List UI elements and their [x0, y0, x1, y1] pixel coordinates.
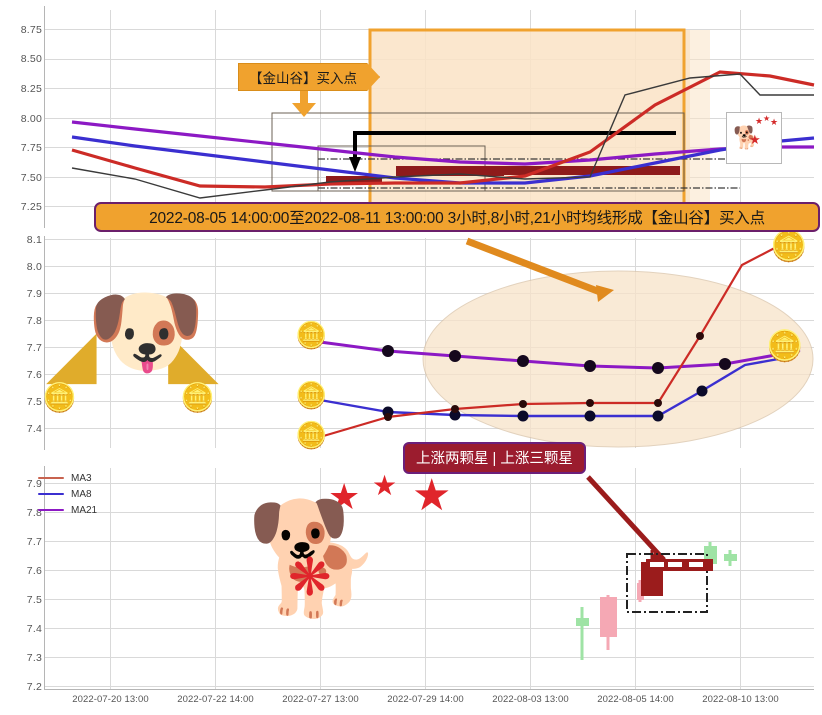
- ytick-top-5: 7.50: [20, 172, 42, 184]
- legend-swatch-ma3: [38, 476, 64, 480]
- gold-ingot-icon: 🪙: [180, 382, 215, 413]
- red-star-icon: ★: [770, 117, 779, 127]
- legend-item-ma21[interactable]: MA21: [38, 502, 97, 518]
- jinshangu-banner[interactable]: 2022-08-05 14:00:00至2022-08-11 13:00:00 …: [94, 202, 820, 232]
- ytick-top-6: 7.25: [20, 201, 42, 213]
- ytick-mid-3: 7.8: [26, 315, 42, 327]
- three-star-indicator: [646, 559, 713, 571]
- bottom-panel-svg: [44, 466, 814, 690]
- legend-label-ma8: MA8: [71, 488, 92, 500]
- gold-ingot-icon: 🪙: [770, 230, 808, 263]
- ytick-mid-5: 7.6: [26, 369, 42, 381]
- dog-with-red-stars-image: 🐕: [733, 125, 761, 150]
- ytick-bot-6: 7.3: [26, 652, 42, 664]
- red-star-icon: ★: [328, 476, 361, 517]
- gold-ingot-icon: 🪙: [766, 330, 804, 363]
- jinshangu-tag-label: 【金山谷】买入点: [249, 71, 357, 86]
- ytick-bot-0: 7.9: [26, 478, 42, 490]
- gold-ingot-icon: 🪙: [42, 382, 77, 413]
- red-star-bouquet-icon: ❋: [288, 549, 332, 607]
- xtick-5: 2022-08-05 14:00: [597, 694, 674, 705]
- legend-label-ma3: MA3: [71, 472, 92, 484]
- ytick-bot-7: 7.2: [26, 681, 42, 693]
- ytick-mid-6: 7.5: [26, 396, 42, 408]
- star-pattern-tag[interactable]: 上涨两颗星 | 上涨三颗星: [403, 442, 586, 474]
- ytick-mid-1: 8.0: [26, 261, 42, 273]
- ytick-top-4: 7.75: [20, 142, 42, 154]
- xtick-6: 2022-08-10 13:00: [702, 694, 779, 705]
- xtick-1: 2022-07-22 14:00: [177, 694, 254, 705]
- legend-label-ma21: MA21: [71, 504, 98, 516]
- middle-panel-svg: [44, 236, 814, 450]
- ma21-markers: [382, 345, 731, 374]
- red-star-icon: ★: [749, 132, 761, 147]
- series-ma3-top: [71, 70, 815, 189]
- xtick-0: 2022-07-20 13:00: [72, 694, 149, 705]
- ma-legend: MA3 MA8 MA21: [38, 470, 97, 518]
- dog-with-red-stars-image: 🐕: [246, 497, 383, 620]
- xtick-4: 2022-08-03 13:00: [492, 694, 569, 705]
- series-price-top: [71, 73, 814, 199]
- xtick-2: 2022-07-27 13:00: [282, 694, 359, 705]
- red-star-icon: ★: [372, 470, 398, 501]
- orange-pointer-arrow-icon: [465, 237, 614, 302]
- orange-down-arrow-icon: [292, 88, 316, 117]
- star-tag-label: 上涨两颗星 | 上涨三颗星: [416, 451, 573, 467]
- banner-text: 2022-08-05 14:00:00至2022-08-11 13:00:00 …: [149, 210, 765, 227]
- gold-pyramid-icon: ◣: [168, 316, 219, 390]
- legend-item-ma3[interactable]: MA3: [38, 470, 97, 486]
- bottom-candlestick-panel: 7.9 7.8 7.7 7.6 7.5 7.4 7.3 7.2: [0, 454, 822, 705]
- dog-and-stars-thumbnail-card[interactable]: ★ ★ ★ 🐕 ★: [726, 112, 782, 164]
- gold-pyramid-icon: ◢: [46, 316, 97, 390]
- legend-item-ma8[interactable]: MA8: [38, 486, 97, 502]
- ytick-top-1: 8.50: [20, 53, 42, 65]
- ytick-top-2: 8.25: [20, 83, 42, 95]
- ma3-markers: [384, 332, 704, 421]
- ytick-mid-7: 7.4: [26, 423, 42, 435]
- legend-swatch-ma21: [38, 508, 64, 512]
- red-star-icon: ★: [412, 471, 452, 520]
- legend-swatch-ma8: [38, 492, 64, 496]
- red-star-icon: ★: [763, 114, 771, 123]
- dog-with-gold-ingots-image: 🐶: [86, 278, 206, 385]
- ma8-markers: [382, 385, 708, 422]
- ytick-top-3: 8.00: [20, 113, 42, 125]
- ytick-mid-2: 7.9: [26, 288, 42, 300]
- ytick-bot-3: 7.6: [26, 565, 42, 577]
- top-panel-svg: [44, 6, 815, 228]
- top-moving-average-panel: 8.75 8.50 8.25 8.00 7.75 7.50 7.25: [0, 0, 822, 232]
- xtick-3: 2022-07-29 14:00: [387, 694, 464, 705]
- ytick-top-0: 8.75: [20, 24, 42, 36]
- ytick-bot-5: 7.4: [26, 623, 42, 635]
- ytick-bot-4: 7.5: [26, 594, 42, 606]
- gold-ingot-icon: 🪙: [295, 420, 328, 450]
- gold-ingot-icon: 🪙: [295, 320, 328, 350]
- jinshangu-buy-point-tag[interactable]: 【金山谷】买入点: [238, 63, 380, 91]
- red-star-icon: ★: [755, 116, 764, 126]
- middle-moving-average-panel: 8.1 8.0 7.9 7.8 7.7 7.6 7.5 7.4: [0, 230, 822, 516]
- gold-ingot-icon: 🪙: [295, 380, 328, 410]
- ytick-mid-4: 7.7: [26, 342, 42, 354]
- ytick-bot-2: 7.7: [26, 536, 42, 548]
- ytick-mid-0: 8.1: [26, 234, 42, 246]
